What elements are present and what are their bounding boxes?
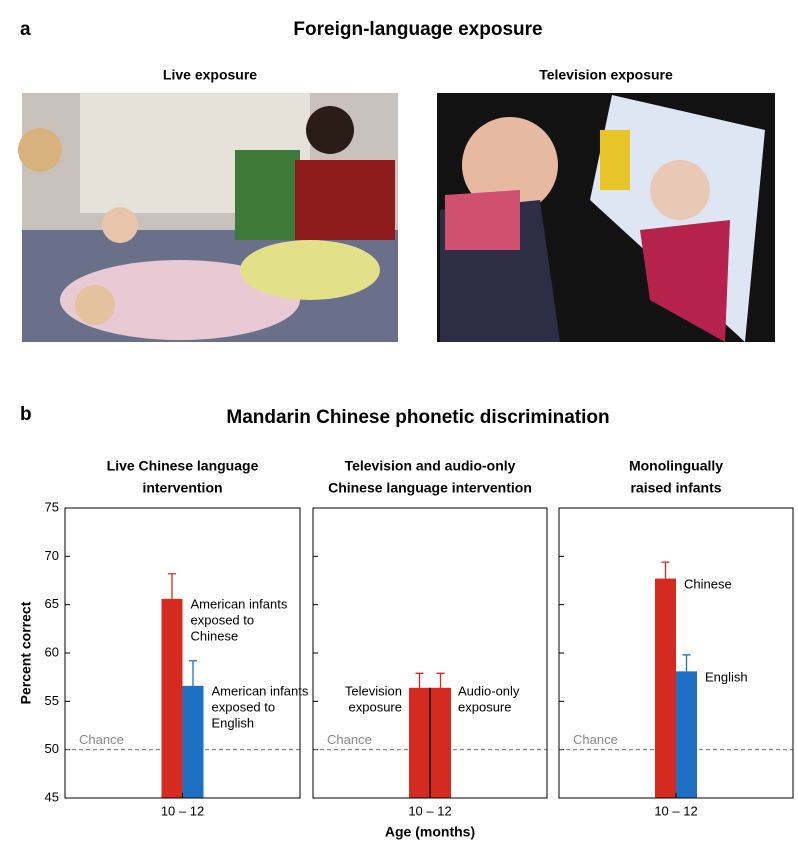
chart-title: intervention	[142, 480, 222, 496]
bar-label: Television	[345, 683, 402, 698]
panel-title: Foreign-language exposure	[293, 19, 542, 40]
bar-label: exposure	[349, 699, 402, 714]
chart-title: Television and audio-only	[345, 458, 516, 474]
bar-label: Chinese	[684, 576, 732, 591]
photo-television	[437, 93, 775, 342]
y-tick-label: 60	[45, 644, 59, 659]
bar	[676, 671, 697, 798]
y-tick-label: 50	[45, 741, 59, 756]
panel-title: Mandarin Chinese phonetic discrimination	[226, 407, 609, 428]
error-bar	[436, 672, 445, 688]
plot-frame	[64, 507, 301, 799]
bar-label: American infants	[212, 683, 309, 698]
y-tick-label: 65	[45, 596, 59, 611]
chart-title: Live Chinese language	[107, 458, 259, 474]
panel-label: a	[20, 19, 31, 40]
chance-label: Chance	[327, 732, 372, 747]
chart-title: Chinese language intervention	[328, 480, 532, 496]
x-tick-label: 10 – 12	[408, 803, 451, 818]
error-bar	[415, 672, 424, 688]
bar	[430, 687, 451, 798]
error-bar	[189, 660, 197, 686]
y-tick-label: 45	[45, 789, 59, 804]
bar-label: Chinese	[191, 628, 239, 643]
panel-label: b	[20, 404, 32, 425]
bar-label: exposed to	[212, 699, 276, 714]
y-axis-label: Percent correct	[18, 601, 34, 704]
x-axis-label: Age (months)	[385, 824, 475, 840]
error-bar	[682, 654, 691, 672]
chart-title: Monolingually	[629, 458, 723, 474]
photo-live	[18, 93, 398, 342]
plot-frame	[558, 507, 794, 799]
bar	[182, 685, 204, 798]
chance-label: Chance	[79, 732, 124, 747]
bar-label: exposed to	[191, 612, 255, 627]
bar-label: Audio-only	[458, 683, 520, 698]
bar	[655, 578, 676, 798]
chance-label: Chance	[573, 732, 618, 747]
bar-label: English	[212, 715, 255, 730]
error-bar	[168, 573, 176, 599]
y-tick-label: 75	[45, 499, 59, 514]
bar-label: American infants	[191, 596, 288, 611]
x-tick-label: 10 – 12	[654, 803, 697, 818]
bar	[409, 687, 430, 798]
x-tick-label: 10 – 12	[161, 803, 204, 818]
bar	[161, 598, 183, 798]
chart-title: raised infants	[630, 480, 721, 496]
plot-frame	[312, 507, 548, 799]
bar-label: exposure	[458, 699, 511, 714]
bar-label: English	[705, 669, 748, 684]
image-caption: Television exposure	[539, 67, 673, 83]
error-bar	[661, 561, 670, 579]
image-caption: Live exposure	[163, 67, 257, 83]
y-tick-label: 55	[45, 693, 59, 708]
y-tick-label: 70	[45, 548, 59, 563]
